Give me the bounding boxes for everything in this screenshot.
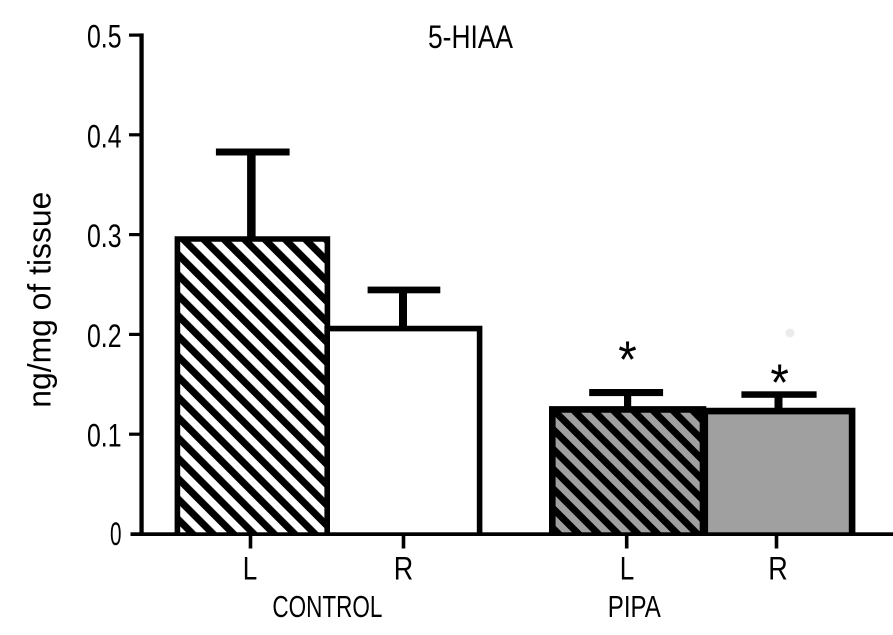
- svg-text:0.3: 0.3: [87, 218, 122, 254]
- svg-text:0: 0: [110, 516, 122, 552]
- svg-text:R: R: [768, 551, 788, 587]
- svg-text:0.4: 0.4: [87, 118, 122, 154]
- svg-text:*: *: [618, 331, 637, 389]
- svg-text:L: L: [620, 551, 635, 587]
- svg-text:R: R: [394, 551, 414, 587]
- svg-text:*: *: [770, 355, 789, 413]
- svg-text:0.1: 0.1: [87, 418, 122, 454]
- svg-text:CONTROL: CONTROL: [272, 589, 382, 624]
- svg-text:ng/mg of tissue: ng/mg of tissue: [22, 192, 58, 408]
- svg-text:0.2: 0.2: [87, 318, 122, 354]
- svg-text:PIPA: PIPA: [608, 589, 661, 624]
- svg-text:5-HIAA: 5-HIAA: [428, 19, 514, 55]
- svg-text:L: L: [243, 551, 258, 587]
- svg-text:0.5: 0.5: [87, 19, 122, 55]
